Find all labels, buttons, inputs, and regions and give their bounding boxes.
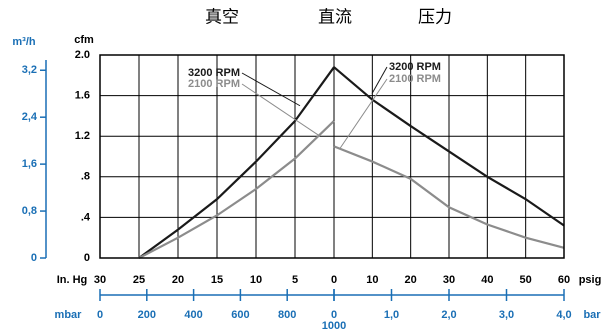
secondary-tick-label: 1,0	[384, 309, 399, 321]
section-label: 压力	[418, 7, 452, 26]
secondary-tick-label: 2,0	[441, 309, 456, 321]
y2-tick-label: 0	[31, 252, 37, 264]
x-axis-label: In. Hg	[57, 274, 88, 286]
x-tick-label: 25	[133, 274, 145, 286]
y-tick-label: 1.6	[75, 90, 90, 102]
x-axis-label: psig	[579, 274, 602, 286]
secondary-tick-label: 4,0	[556, 309, 571, 321]
section-label: 直流	[318, 7, 352, 26]
secondary-tick-label: 1000	[322, 320, 346, 330]
y-tick-label: .4	[81, 211, 91, 223]
secondary-tick-label: 3,0	[499, 309, 514, 321]
secondary-tick-label: 0	[331, 309, 337, 321]
secondary-axis-label: mbar	[55, 309, 83, 321]
secondary-tick-label: 600	[231, 309, 249, 321]
curve	[138, 120, 335, 259]
secondary-tick-label: 200	[138, 309, 156, 321]
y2-tick-label: 0,8	[22, 205, 37, 217]
series-label: 3200 RPM	[188, 67, 240, 79]
x-tick-label: 10	[250, 274, 262, 286]
y-tick-label: 1.2	[75, 130, 90, 142]
curve	[138, 66, 335, 259]
secondary-tick-label: 800	[278, 309, 296, 321]
leader-line	[241, 83, 321, 137]
section-label: 真空	[205, 7, 239, 26]
leader-line	[339, 78, 388, 149]
series-label: 3200 RPM	[389, 61, 441, 73]
x-tick-label: 20	[405, 274, 417, 286]
series-label: 2100 RPM	[389, 73, 441, 85]
y2-tick-label: 3,2	[22, 64, 37, 76]
secondary-axis-label: bar	[583, 309, 601, 321]
x-tick-label: 20	[172, 274, 184, 286]
y-tick-label: 2.0	[75, 49, 90, 61]
x-tick-label: 50	[520, 274, 532, 286]
x-tick-label: 5	[292, 274, 298, 286]
leader-line	[241, 72, 301, 107]
curve	[333, 66, 565, 227]
x-tick-label: 30	[443, 274, 455, 286]
leader-line	[371, 66, 388, 94]
x-tick-label: 10	[366, 274, 378, 286]
x-tick-label: 15	[211, 274, 223, 286]
x-tick-label: 0	[331, 274, 337, 286]
y-axis-label: cfm	[74, 34, 94, 46]
y-tick-label: .8	[81, 171, 90, 183]
plot-frame	[99, 54, 565, 259]
series-label: 2100 RPM	[188, 78, 240, 90]
secondary-tick-label: 400	[184, 309, 202, 321]
y2-axis-label: m³/h	[12, 36, 36, 48]
curve	[333, 145, 565, 249]
y-tick-label: 0	[84, 252, 90, 264]
y2-tick-label: 1,6	[22, 158, 37, 170]
x-tick-label: 30	[94, 274, 106, 286]
secondary-tick-label: 0	[97, 309, 103, 321]
x-tick-label: 60	[558, 274, 570, 286]
y2-tick-label: 2,4	[22, 111, 38, 123]
x-tick-label: 40	[481, 274, 493, 286]
